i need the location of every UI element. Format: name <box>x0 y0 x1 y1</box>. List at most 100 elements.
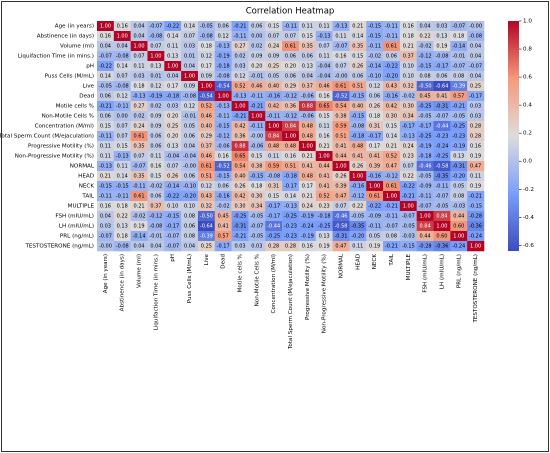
cell-value-label: 0.10 <box>403 74 414 80</box>
cell-value-label: 0.08 <box>420 74 431 80</box>
heatmap-cell <box>265 131 283 142</box>
cell-value-label: 0.51 <box>201 174 212 180</box>
cell-value-label: -0.08 <box>469 34 482 40</box>
heatmap-cell <box>164 101 182 112</box>
cell-value-label: -0.08 <box>116 84 129 90</box>
heatmap-cell <box>282 181 300 192</box>
heatmap-cell <box>231 151 249 162</box>
cell-value-label: -0.13 <box>217 44 230 50</box>
y-tick-label: LH (mIU/mL) <box>59 224 94 230</box>
cell-value-label: 0.15 <box>302 34 313 40</box>
heatmap-cell <box>416 31 434 42</box>
heatmap-cell <box>147 131 165 142</box>
cell-value-label: 0.27 <box>234 44 245 50</box>
cell-value-label: -0.24 <box>435 144 448 150</box>
heatmap-cell <box>97 181 115 192</box>
heatmap-cell <box>214 211 232 222</box>
cell-value-label: -0.11 <box>116 104 129 110</box>
heatmap-cell <box>97 161 115 172</box>
heatmap-cell <box>399 241 417 252</box>
cell-value-label: 0.09 <box>251 54 262 60</box>
y-tick-label: HEAD <box>78 174 94 180</box>
cell-value-label: 0.18 <box>133 84 144 90</box>
cell-value-label: -0.04 <box>318 74 331 80</box>
x-tick-label: LH (mIU/mL) <box>439 254 445 289</box>
cell-value-label: 0.04 <box>133 24 144 30</box>
cell-value-label: 1.00 <box>100 24 111 30</box>
heatmap-cell <box>147 181 165 192</box>
cell-value-label: 0.04 <box>302 74 313 80</box>
heatmap-cell <box>332 231 350 242</box>
cell-value-label: 1.00 <box>453 234 464 240</box>
cell-value-label: -0.08 <box>435 54 448 60</box>
cell-value-label: -0.35 <box>351 224 364 230</box>
heatmap-cell <box>282 241 300 252</box>
heatmap-cell <box>298 41 317 52</box>
heatmap-cell <box>214 191 232 202</box>
cell-value-label: 0.48 <box>302 174 313 180</box>
heatmap-cell <box>197 141 216 152</box>
cell-value-label: 0.41 <box>302 164 313 170</box>
heatmap-cell <box>399 161 417 172</box>
cell-value-label: 1.00 <box>319 154 330 160</box>
cell-value-label: -0.20 <box>351 234 364 240</box>
heatmap-cell <box>298 91 317 102</box>
cell-value-label: -0.19 <box>149 94 162 100</box>
heatmap-cell <box>265 141 283 152</box>
cell-value-label: 0.44 <box>453 214 464 220</box>
cell-value-label: 0.10 <box>167 204 178 210</box>
heatmap-cell <box>433 151 451 162</box>
cell-value-label: 0.61 <box>133 134 144 140</box>
heatmap-cell <box>147 161 165 172</box>
heatmap-cell <box>383 231 401 242</box>
heatmap-cell <box>399 71 417 82</box>
chart-title: Correlation Heatmap <box>246 7 335 17</box>
cell-value-label: 0.14 <box>167 34 178 40</box>
heatmap-cell <box>467 221 485 232</box>
heatmap-cell <box>332 131 350 142</box>
cell-value-label: 0.46 <box>319 84 330 90</box>
cell-value-label: 0.51 <box>285 164 296 170</box>
cell-value-label: 0.13 <box>302 64 313 70</box>
heatmap-cell <box>349 51 367 62</box>
cell-value-label: 0.23 <box>319 204 330 210</box>
heatmap-cell <box>416 71 434 82</box>
heatmap-cell <box>416 181 434 192</box>
cell-value-label: 0.52 <box>386 154 397 160</box>
cell-value-label: 0.60 <box>453 224 464 230</box>
heatmap-cell <box>181 221 199 232</box>
cell-value-label: -0.02 <box>149 184 162 190</box>
heatmap-cell <box>315 221 333 232</box>
cell-value-label: -0.18 <box>284 174 297 180</box>
cell-value-label: -0.21 <box>250 104 263 110</box>
cell-value-label: -0.02 <box>217 204 230 210</box>
heatmap-cell <box>366 111 384 122</box>
cell-value-label: -0.00 <box>469 24 482 30</box>
cell-value-label: 1.00 <box>251 114 262 120</box>
cell-value-label: 0.06 <box>218 24 229 30</box>
cell-value-label: -0.17 <box>166 224 179 230</box>
cell-value-label: 0.07 <box>117 124 128 130</box>
heatmap-cell <box>97 151 115 162</box>
cell-value-label: 1.00 <box>150 54 161 60</box>
heatmap-cell <box>349 21 367 32</box>
cell-value-label: 0.51 <box>352 84 363 90</box>
heatmap-cell <box>164 221 182 232</box>
heatmap-cell <box>214 111 232 122</box>
cell-value-label: -0.11 <box>267 114 280 120</box>
heatmap-cell <box>97 191 115 202</box>
heatmap-cell <box>399 61 417 72</box>
cell-value-label: 0.48 <box>285 144 296 150</box>
cell-value-label: -0.18 <box>419 154 432 160</box>
cell-value-label: 0.19 <box>133 224 144 230</box>
cell-value-label: 0.07 <box>133 54 144 60</box>
cell-value-label: 0.32 <box>201 204 212 210</box>
cell-value-label: 0.20 <box>167 114 178 120</box>
cell-value-label: 0.26 <box>234 184 245 190</box>
cell-value-label: 0.13 <box>167 54 178 60</box>
heatmap-cell <box>349 241 367 252</box>
cell-value-label: 0.38 <box>251 164 262 170</box>
cell-value-label: 0.10 <box>184 204 195 210</box>
heatmap-cell <box>416 231 434 242</box>
heatmap-cell <box>433 201 451 212</box>
